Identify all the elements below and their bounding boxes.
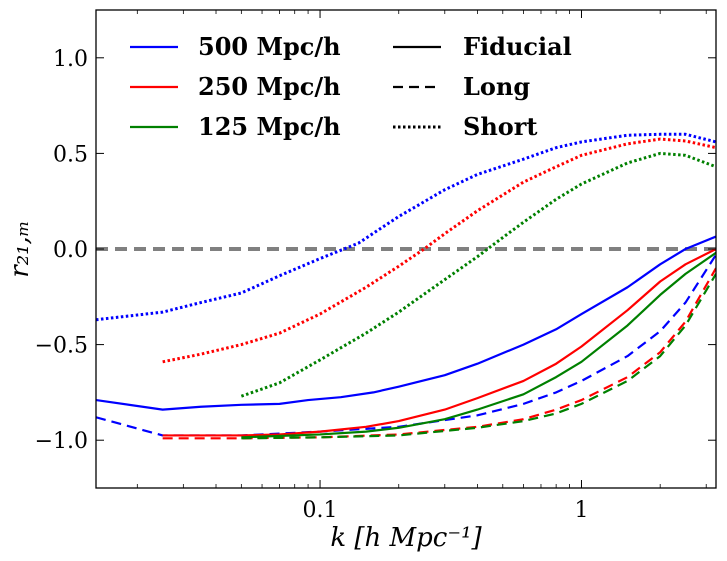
y-tick-label: 0.5	[53, 142, 88, 167]
legend-label-2: 125 Mpc/h	[198, 112, 341, 141]
y-tick-label: −0.5	[35, 334, 88, 359]
x-axis-label: k [h Mpc⁻¹]	[330, 523, 482, 553]
legend-style-label-2: Short	[463, 112, 538, 141]
series-line-6	[241, 251, 716, 439]
y-tick-label: 0.0	[53, 238, 88, 263]
series-line-2	[96, 132, 716, 322]
series-line-7	[241, 273, 716, 440]
x-tick-label: 0.1	[303, 498, 338, 523]
series-line-3	[162, 248, 716, 437]
series-layer	[96, 132, 716, 440]
tick-layer: 0.1 1 −1.0 −0.5 0.0 0.5 1.0	[35, 10, 716, 523]
legend-label-1: 250 Mpc/h	[198, 72, 341, 101]
legend-label-0: 500 Mpc/h	[198, 32, 341, 61]
legend: 500 Mpc/h 250 Mpc/h 125 Mpc/h Fiducial Long S…	[130, 32, 572, 141]
y-tick-label: 1.0	[53, 47, 88, 72]
series-line-5	[162, 137, 716, 364]
legend-style-label-0: Fiducial	[463, 32, 572, 61]
y-tick-label: −1.0	[35, 429, 88, 454]
x-tick-label: 1	[574, 498, 588, 523]
legend-style-label-1: Long	[463, 72, 530, 101]
series-line-0	[96, 235, 716, 411]
series-line-8	[240, 151, 716, 398]
y-axis-label: r₂₁,ₘ	[5, 220, 35, 277]
